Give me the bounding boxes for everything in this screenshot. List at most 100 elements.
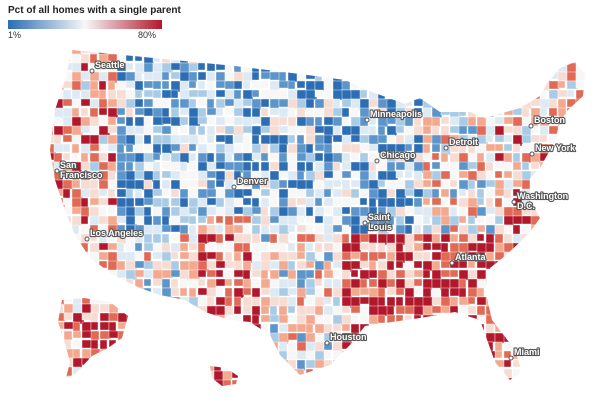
county-cell[interactable]	[431, 45, 441, 54]
county-cell[interactable]	[341, 161, 352, 171]
county-cell[interactable]	[584, 224, 596, 236]
county-cell[interactable]	[269, 71, 281, 81]
county-cell[interactable]	[341, 71, 350, 83]
county-cell[interactable]	[431, 161, 441, 170]
county-cell[interactable]	[71, 287, 80, 300]
county-cell[interactable]	[251, 89, 260, 98]
county-cell[interactable]	[539, 350, 550, 363]
county-cell[interactable]	[45, 368, 53, 377]
county-cell[interactable]	[143, 134, 152, 145]
county-cell[interactable]	[323, 188, 332, 198]
county-cell[interactable]	[413, 341, 424, 351]
county-cell[interactable]	[143, 341, 154, 351]
county-cell[interactable]	[575, 269, 587, 281]
county-cell[interactable]	[539, 179, 549, 191]
county-cell[interactable]	[575, 368, 585, 378]
county-cell[interactable]	[90, 375, 103, 386]
county-cell[interactable]	[260, 377, 273, 386]
county-cell[interactable]	[557, 332, 566, 341]
county-cell[interactable]	[98, 206, 107, 217]
county-cell[interactable]	[422, 179, 432, 188]
county-cell[interactable]	[458, 350, 467, 361]
county-cell[interactable]	[566, 368, 577, 380]
county-cell[interactable]	[404, 71, 417, 82]
county-cell[interactable]	[503, 296, 515, 308]
county-cell[interactable]	[494, 71, 507, 81]
county-cell[interactable]	[314, 161, 325, 173]
county-cell[interactable]	[566, 269, 575, 280]
county-cell[interactable]	[305, 350, 315, 361]
county-cell[interactable]	[512, 161, 522, 171]
county-cell[interactable]	[557, 45, 566, 56]
county-cell[interactable]	[512, 323, 521, 334]
county-cell[interactable]	[287, 197, 297, 209]
county-cell[interactable]	[530, 71, 542, 81]
county-cell[interactable]	[143, 224, 155, 235]
county-cell[interactable]	[548, 152, 559, 162]
county-cell[interactable]	[413, 332, 425, 343]
county-cell[interactable]	[314, 224, 326, 234]
county-cell[interactable]	[512, 287, 522, 297]
county-cell[interactable]	[260, 161, 270, 172]
county-cell[interactable]	[206, 269, 217, 278]
county-cell[interactable]	[566, 188, 578, 199]
county-cell[interactable]	[224, 323, 236, 335]
county-cell[interactable]	[413, 287, 423, 296]
county-cell[interactable]	[404, 215, 415, 225]
county-cell[interactable]	[494, 323, 504, 333]
county-cell[interactable]	[45, 71, 54, 84]
county-cell[interactable]	[179, 260, 191, 272]
county-cell[interactable]	[341, 45, 354, 56]
county-cell[interactable]	[90, 321, 99, 331]
county-cell[interactable]	[521, 53, 532, 62]
county-cell[interactable]	[440, 188, 450, 198]
county-cell[interactable]	[377, 71, 389, 83]
county-cell[interactable]	[125, 107, 134, 119]
county-cell[interactable]	[278, 143, 288, 154]
county-cell[interactable]	[584, 377, 593, 388]
county-cell[interactable]	[215, 197, 225, 209]
county-cell[interactable]	[440, 224, 451, 235]
county-cell[interactable]	[368, 80, 381, 91]
county-cell[interactable]	[233, 197, 243, 207]
county-cell[interactable]	[287, 332, 299, 341]
county-cell[interactable]	[296, 377, 306, 388]
county-cell[interactable]	[224, 53, 236, 64]
county-cell[interactable]	[503, 332, 514, 344]
county-cell[interactable]	[350, 80, 359, 91]
county-cell[interactable]	[503, 116, 515, 125]
county-cell[interactable]	[494, 296, 503, 307]
county-cell[interactable]	[557, 206, 570, 216]
county-cell[interactable]	[395, 332, 405, 343]
county-cell[interactable]	[458, 341, 471, 354]
county-cell[interactable]	[314, 53, 327, 66]
county-cell[interactable]	[269, 359, 278, 370]
county-cell[interactable]	[233, 80, 243, 90]
county-cell[interactable]	[81, 295, 91, 305]
county-cell[interactable]	[260, 152, 269, 162]
county-cell[interactable]	[179, 53, 189, 64]
county-cell[interactable]	[422, 152, 434, 161]
county-cell[interactable]	[530, 359, 542, 371]
county-cell[interactable]	[476, 89, 485, 102]
county-cell[interactable]	[332, 62, 344, 72]
county-cell[interactable]	[152, 332, 164, 341]
county-cell[interactable]	[323, 296, 332, 305]
county-cell[interactable]	[386, 71, 399, 80]
county-cell[interactable]	[108, 295, 120, 305]
county-cell[interactable]	[278, 314, 289, 324]
county-cell[interactable]	[467, 269, 479, 280]
county-cell[interactable]	[530, 80, 541, 91]
county-cell[interactable]	[45, 134, 55, 144]
county-cell[interactable]	[45, 80, 54, 93]
county-cell[interactable]	[188, 161, 197, 171]
county-cell[interactable]	[575, 143, 584, 154]
county-cell[interactable]	[260, 197, 270, 208]
county-cell[interactable]	[45, 170, 55, 179]
county-cell[interactable]	[395, 71, 407, 82]
county-cell[interactable]	[197, 161, 209, 172]
county-cell[interactable]	[530, 314, 543, 326]
county-cell[interactable]	[215, 179, 225, 188]
county-cell[interactable]	[242, 350, 254, 363]
county-cell[interactable]	[584, 305, 596, 316]
